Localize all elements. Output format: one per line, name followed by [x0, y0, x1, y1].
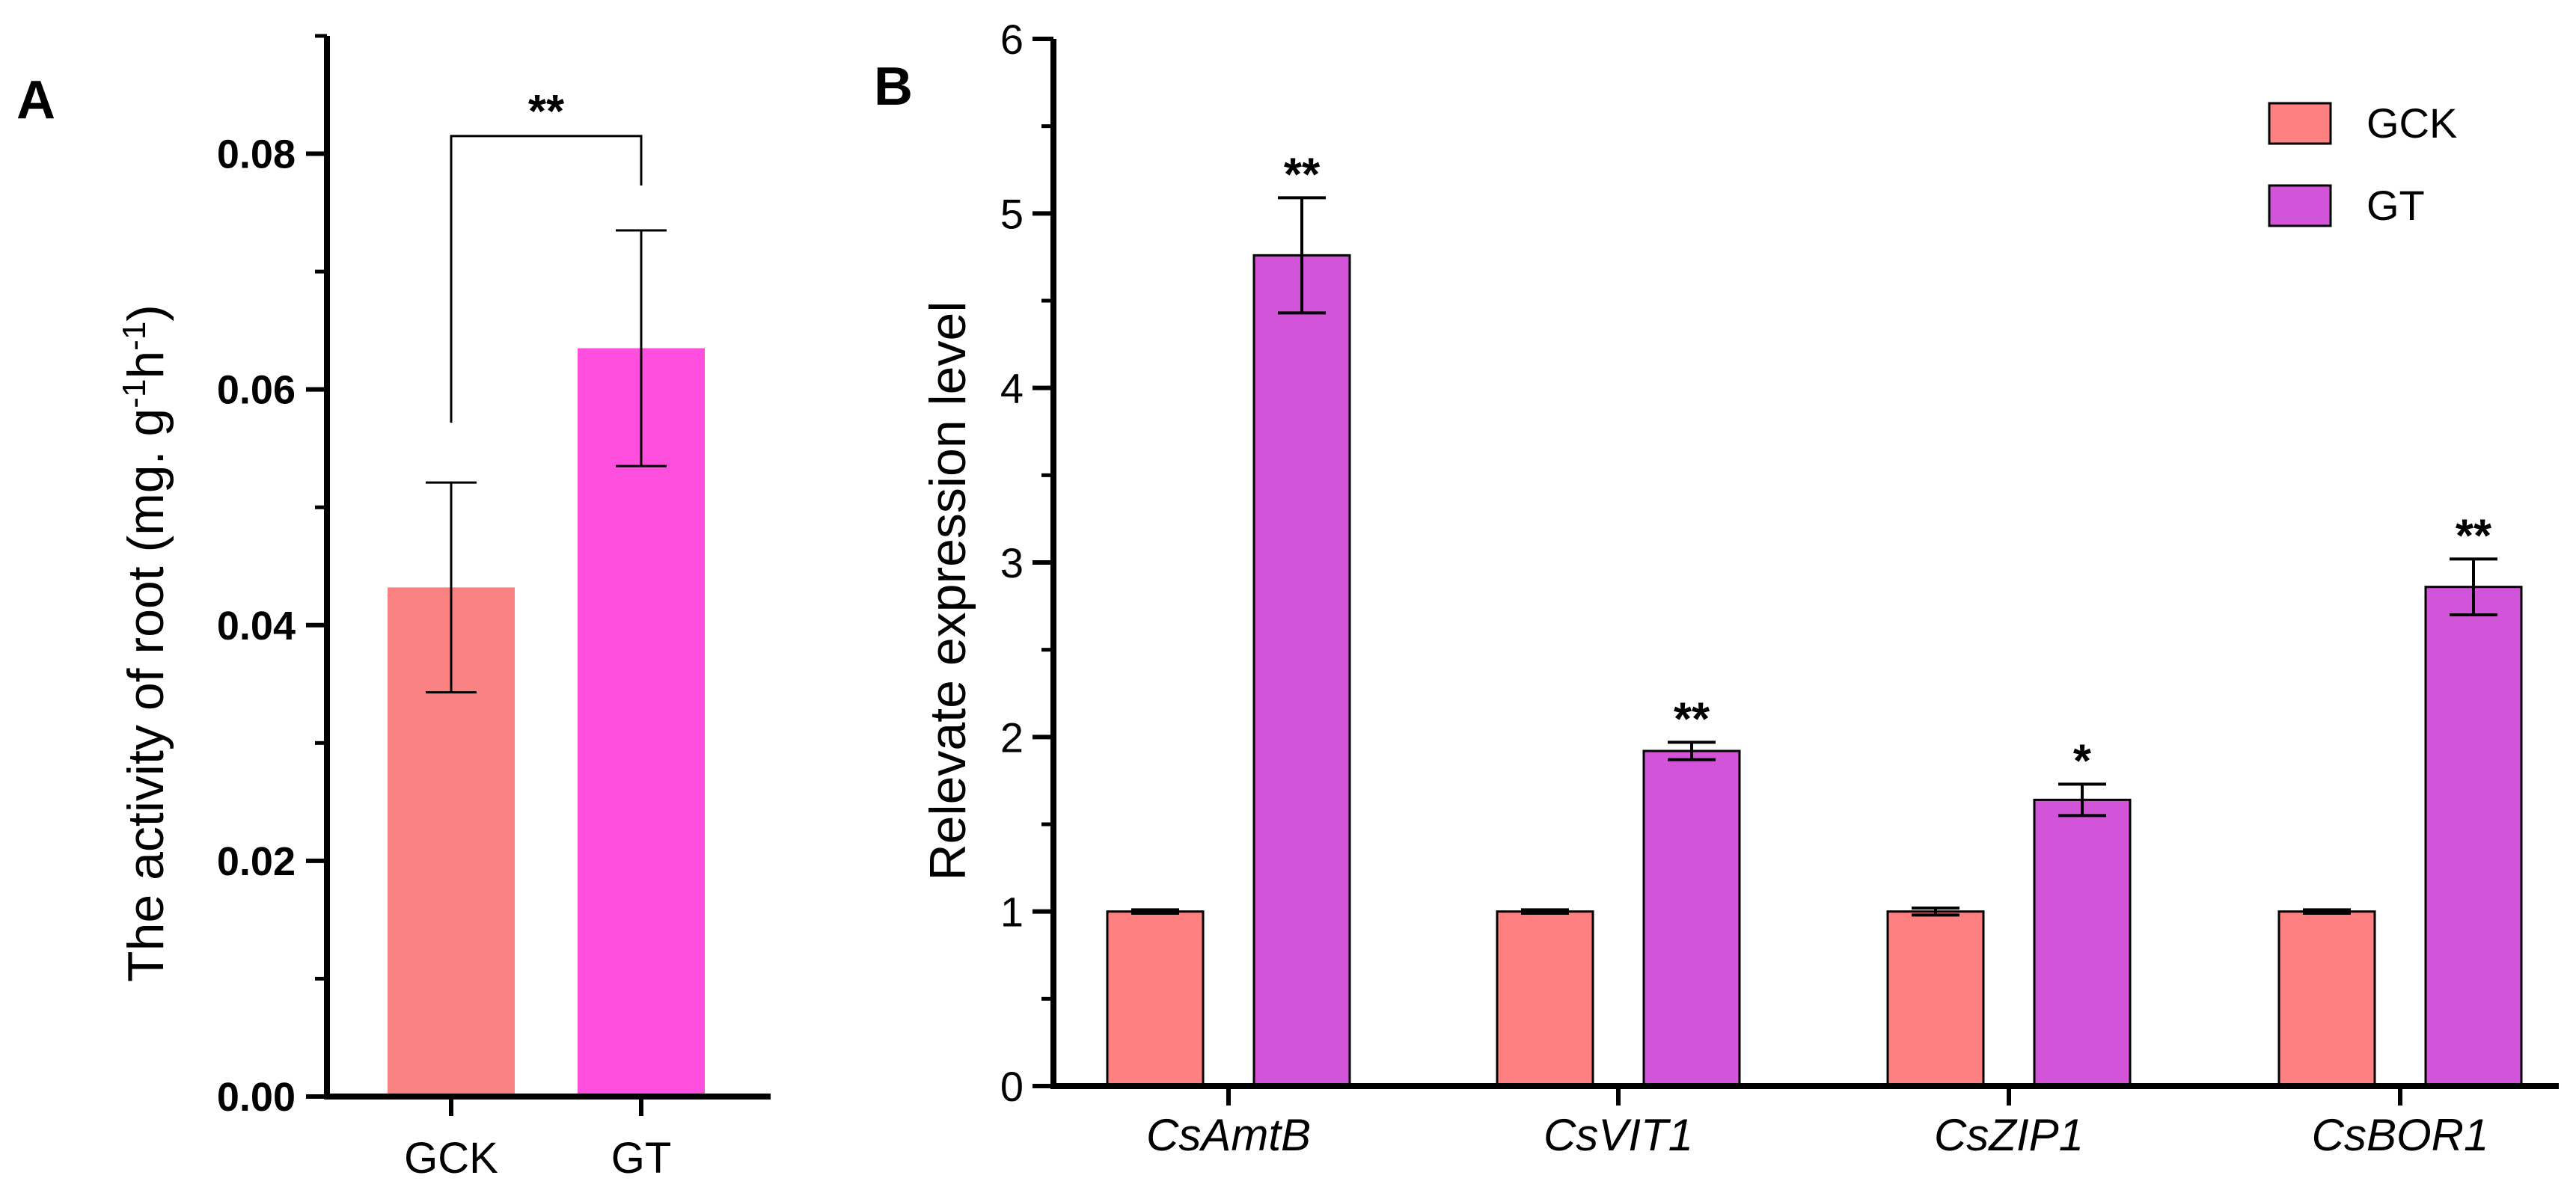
panel-a-significance: **: [450, 86, 643, 423]
panel-b-significance-csvit1: **: [1674, 693, 1710, 745]
panel-b-y-tick-label: 0: [1000, 1063, 1024, 1110]
panel-b-significance-cszip1: *: [2073, 735, 2092, 787]
panel-b-error-bar-gck-csvit1: [1521, 908, 1569, 915]
panel-b-x-label-cszip1: CsZIP1: [1934, 1110, 2084, 1160]
panel-b-y-tick-label: 1: [1000, 889, 1024, 936]
panel-a-y-axis-label: The activity of root (mg. g-1h-1): [116, 304, 175, 982]
panel-b-error-bar-gt-csvit1: [1668, 740, 1716, 761]
panel-b-bar-gt-csamtb: [1252, 254, 1351, 1088]
panel-b-error-bar-gt-csbor1: [2450, 557, 2497, 616]
panel-b-label: B: [874, 57, 913, 117]
panel-b-y-tick-label: 5: [1000, 190, 1024, 237]
panel-a-error-bars: [426, 229, 667, 694]
panel-a-y-tick-label: 0.02: [217, 839, 296, 884]
legend-label-gt: GT: [2367, 182, 2425, 229]
panel-a-significance-stars: **: [528, 86, 565, 138]
panel-a-y-tick-label: 0.06: [217, 368, 296, 413]
panel-b-bar-gck-csbor1: [2277, 910, 2376, 1088]
panel-b-bar-gt-csvit1: [1642, 749, 1741, 1088]
panel-a-bar-gt: [578, 348, 705, 1097]
panel-b-error-bar-gck-cszip1: [1912, 907, 1959, 917]
legend-swatch-gck: [2268, 102, 2332, 145]
panel-b-y-tick-label: 4: [1000, 365, 1024, 412]
panel-a-y-tick-label: 0.00: [217, 1075, 296, 1120]
panel-b-bar-gck-csamtb: [1106, 910, 1205, 1088]
panel-b-x-label-csbor1: CsBOR1: [2312, 1110, 2489, 1160]
panel-b-error-bar-gck-csbor1: [2303, 908, 2351, 915]
panel-a: A The activity of root (mg. g-1h-1) 0.00…: [16, 34, 771, 1183]
panel-b-legend: GCK GT: [2268, 99, 2457, 229]
panel-b-y-ticks: 0 1 2 3 4 5 6: [1000, 16, 1053, 1110]
panel-b-significance: *******: [1284, 149, 2492, 787]
panel-b-error-bars: [1131, 196, 2497, 917]
panel-b-significance-csbor1: **: [2456, 510, 2492, 562]
panel-a-bars: [388, 348, 705, 1097]
panel-a-error-bar-gt: [616, 229, 667, 467]
panel-b-significance-csamtb: **: [1284, 149, 1321, 200]
panel-b-y-axis-label: Relevate expression level: [920, 301, 976, 881]
panel-b-bar-gt-cszip1: [2033, 798, 2132, 1088]
panel-a-error-bar-gck: [426, 481, 477, 694]
panel-b-error-bar-gt-csamtb: [1278, 196, 1326, 315]
panel-a-x-categories: GCK GT: [404, 1097, 671, 1183]
panel-b-y-tick-label: 6: [1000, 16, 1024, 63]
legend-label-gck: GCK: [2367, 99, 2457, 147]
panel-b-x-categories: CsAmtB CsVIT1 CsZIP1 CsBOR1: [1146, 1086, 2488, 1160]
panel-a-x-label-gck: GCK: [404, 1134, 498, 1183]
panel-a-y-tick-label: 0.04: [217, 604, 296, 648]
panel-a-y-ticks: 0.00 0.02 0.04 0.06 0.08: [217, 34, 327, 1120]
panel-b-error-bar-gck-csamtb: [1131, 908, 1179, 915]
panel-a-significance-bracket: [450, 135, 643, 423]
panel-b-y-tick-label: 3: [1000, 539, 1024, 586]
panel-b-error-bar-gt-cszip1: [2058, 782, 2106, 818]
panel-b-bar-gck-csvit1: [1496, 910, 1594, 1088]
panel-a-x-label-gt: GT: [611, 1134, 672, 1183]
panel-a-label: A: [16, 70, 55, 130]
panel-b-bars: [1106, 254, 2523, 1088]
panel-b-x-label-csvit1: CsVIT1: [1544, 1110, 1693, 1160]
panel-b-y-tick-label: 2: [1000, 714, 1024, 761]
panel-b-x-label-csamtb: CsAmtB: [1146, 1110, 1311, 1160]
panel-b-bar-gt-csbor1: [2424, 586, 2523, 1088]
panel-b-bar-gck-cszip1: [1886, 910, 1985, 1088]
panel-a-y-tick-label: 0.08: [217, 132, 296, 177]
legend-swatch-gt: [2268, 184, 2332, 227]
